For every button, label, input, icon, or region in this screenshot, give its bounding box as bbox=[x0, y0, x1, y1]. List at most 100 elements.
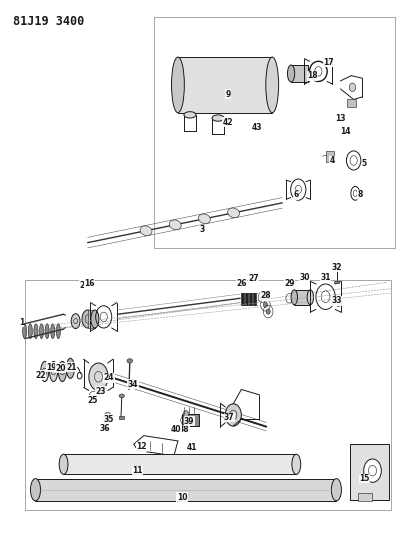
Text: 22: 22 bbox=[36, 370, 46, 379]
Ellipse shape bbox=[227, 208, 240, 217]
Ellipse shape bbox=[23, 324, 27, 338]
Bar bbox=[252, 293, 256, 305]
Bar bbox=[178, 57, 272, 113]
Bar bbox=[335, 281, 339, 284]
Ellipse shape bbox=[331, 479, 341, 501]
Bar bbox=[88, 310, 95, 328]
Bar bbox=[240, 293, 244, 305]
Ellipse shape bbox=[40, 324, 44, 338]
Text: 26: 26 bbox=[236, 279, 246, 288]
Text: 2: 2 bbox=[79, 280, 84, 289]
Text: 31: 31 bbox=[320, 272, 331, 281]
Ellipse shape bbox=[30, 479, 40, 501]
Bar bbox=[347, 100, 356, 108]
Bar bbox=[248, 293, 252, 305]
Circle shape bbox=[263, 302, 267, 308]
Text: 23: 23 bbox=[96, 386, 106, 395]
Ellipse shape bbox=[291, 290, 297, 305]
Text: 33: 33 bbox=[331, 296, 342, 305]
Ellipse shape bbox=[41, 361, 49, 382]
Text: 13: 13 bbox=[335, 114, 346, 123]
Text: 17: 17 bbox=[323, 58, 334, 67]
Text: 42: 42 bbox=[223, 118, 234, 127]
Text: 36: 36 bbox=[100, 424, 110, 433]
Bar bbox=[358, 493, 372, 501]
Text: 11: 11 bbox=[133, 466, 143, 475]
Ellipse shape bbox=[335, 264, 339, 267]
Text: 6: 6 bbox=[294, 190, 299, 199]
Bar bbox=[119, 416, 124, 419]
Text: 32: 32 bbox=[331, 263, 342, 272]
Ellipse shape bbox=[119, 394, 124, 398]
Ellipse shape bbox=[266, 57, 279, 113]
Ellipse shape bbox=[184, 112, 196, 118]
Ellipse shape bbox=[198, 214, 210, 224]
Ellipse shape bbox=[288, 65, 295, 82]
Bar bbox=[291, 65, 308, 82]
Circle shape bbox=[104, 413, 112, 423]
Text: 34: 34 bbox=[128, 379, 138, 389]
Polygon shape bbox=[350, 444, 389, 500]
Ellipse shape bbox=[56, 324, 60, 338]
Ellipse shape bbox=[172, 57, 184, 113]
Ellipse shape bbox=[91, 310, 99, 328]
Bar bbox=[244, 293, 248, 305]
Bar bbox=[63, 454, 296, 474]
Text: 35: 35 bbox=[104, 415, 114, 424]
Ellipse shape bbox=[45, 324, 49, 338]
Circle shape bbox=[261, 295, 264, 300]
Bar bbox=[182, 414, 199, 425]
Text: 37: 37 bbox=[224, 413, 235, 422]
Ellipse shape bbox=[169, 220, 181, 230]
Ellipse shape bbox=[58, 361, 66, 382]
Text: 1: 1 bbox=[19, 318, 24, 327]
Ellipse shape bbox=[307, 290, 314, 305]
Text: 81J19 3400: 81J19 3400 bbox=[13, 14, 85, 28]
Text: 20: 20 bbox=[55, 364, 66, 373]
Text: 19: 19 bbox=[46, 363, 57, 372]
Text: 14: 14 bbox=[341, 127, 351, 136]
Text: 15: 15 bbox=[359, 474, 370, 483]
Bar bbox=[154, 17, 395, 248]
Ellipse shape bbox=[225, 404, 241, 426]
Ellipse shape bbox=[335, 301, 342, 306]
Circle shape bbox=[106, 416, 109, 419]
Text: 8: 8 bbox=[358, 190, 363, 199]
Text: 3: 3 bbox=[200, 225, 204, 234]
Text: 5: 5 bbox=[362, 159, 367, 167]
Text: 43: 43 bbox=[252, 123, 263, 132]
Circle shape bbox=[266, 309, 270, 314]
Ellipse shape bbox=[34, 324, 38, 338]
Ellipse shape bbox=[212, 115, 224, 121]
Bar bbox=[25, 280, 391, 511]
Text: 25: 25 bbox=[88, 395, 98, 405]
Ellipse shape bbox=[140, 226, 152, 236]
Bar bbox=[36, 479, 337, 501]
Text: 28: 28 bbox=[260, 291, 271, 300]
Text: 21: 21 bbox=[66, 363, 77, 372]
Text: 30: 30 bbox=[299, 272, 309, 281]
Text: 27: 27 bbox=[248, 273, 259, 282]
Text: 18: 18 bbox=[307, 71, 318, 80]
Ellipse shape bbox=[50, 361, 57, 382]
Ellipse shape bbox=[66, 358, 74, 378]
Text: 16: 16 bbox=[84, 279, 95, 288]
Ellipse shape bbox=[71, 314, 80, 328]
Text: 4: 4 bbox=[330, 156, 335, 165]
Text: 39: 39 bbox=[184, 417, 194, 426]
Bar bbox=[326, 151, 334, 161]
Ellipse shape bbox=[183, 411, 189, 417]
Ellipse shape bbox=[292, 454, 301, 474]
Text: 38: 38 bbox=[179, 425, 189, 434]
Ellipse shape bbox=[82, 310, 93, 328]
Bar bbox=[294, 290, 310, 305]
Ellipse shape bbox=[51, 324, 55, 338]
Text: 12: 12 bbox=[137, 442, 147, 451]
Text: 40: 40 bbox=[170, 425, 181, 434]
Text: 9: 9 bbox=[225, 90, 231, 99]
Text: 10: 10 bbox=[177, 492, 187, 502]
Circle shape bbox=[349, 83, 356, 92]
Text: 41: 41 bbox=[187, 443, 197, 453]
Ellipse shape bbox=[59, 454, 68, 474]
Ellipse shape bbox=[28, 324, 32, 338]
